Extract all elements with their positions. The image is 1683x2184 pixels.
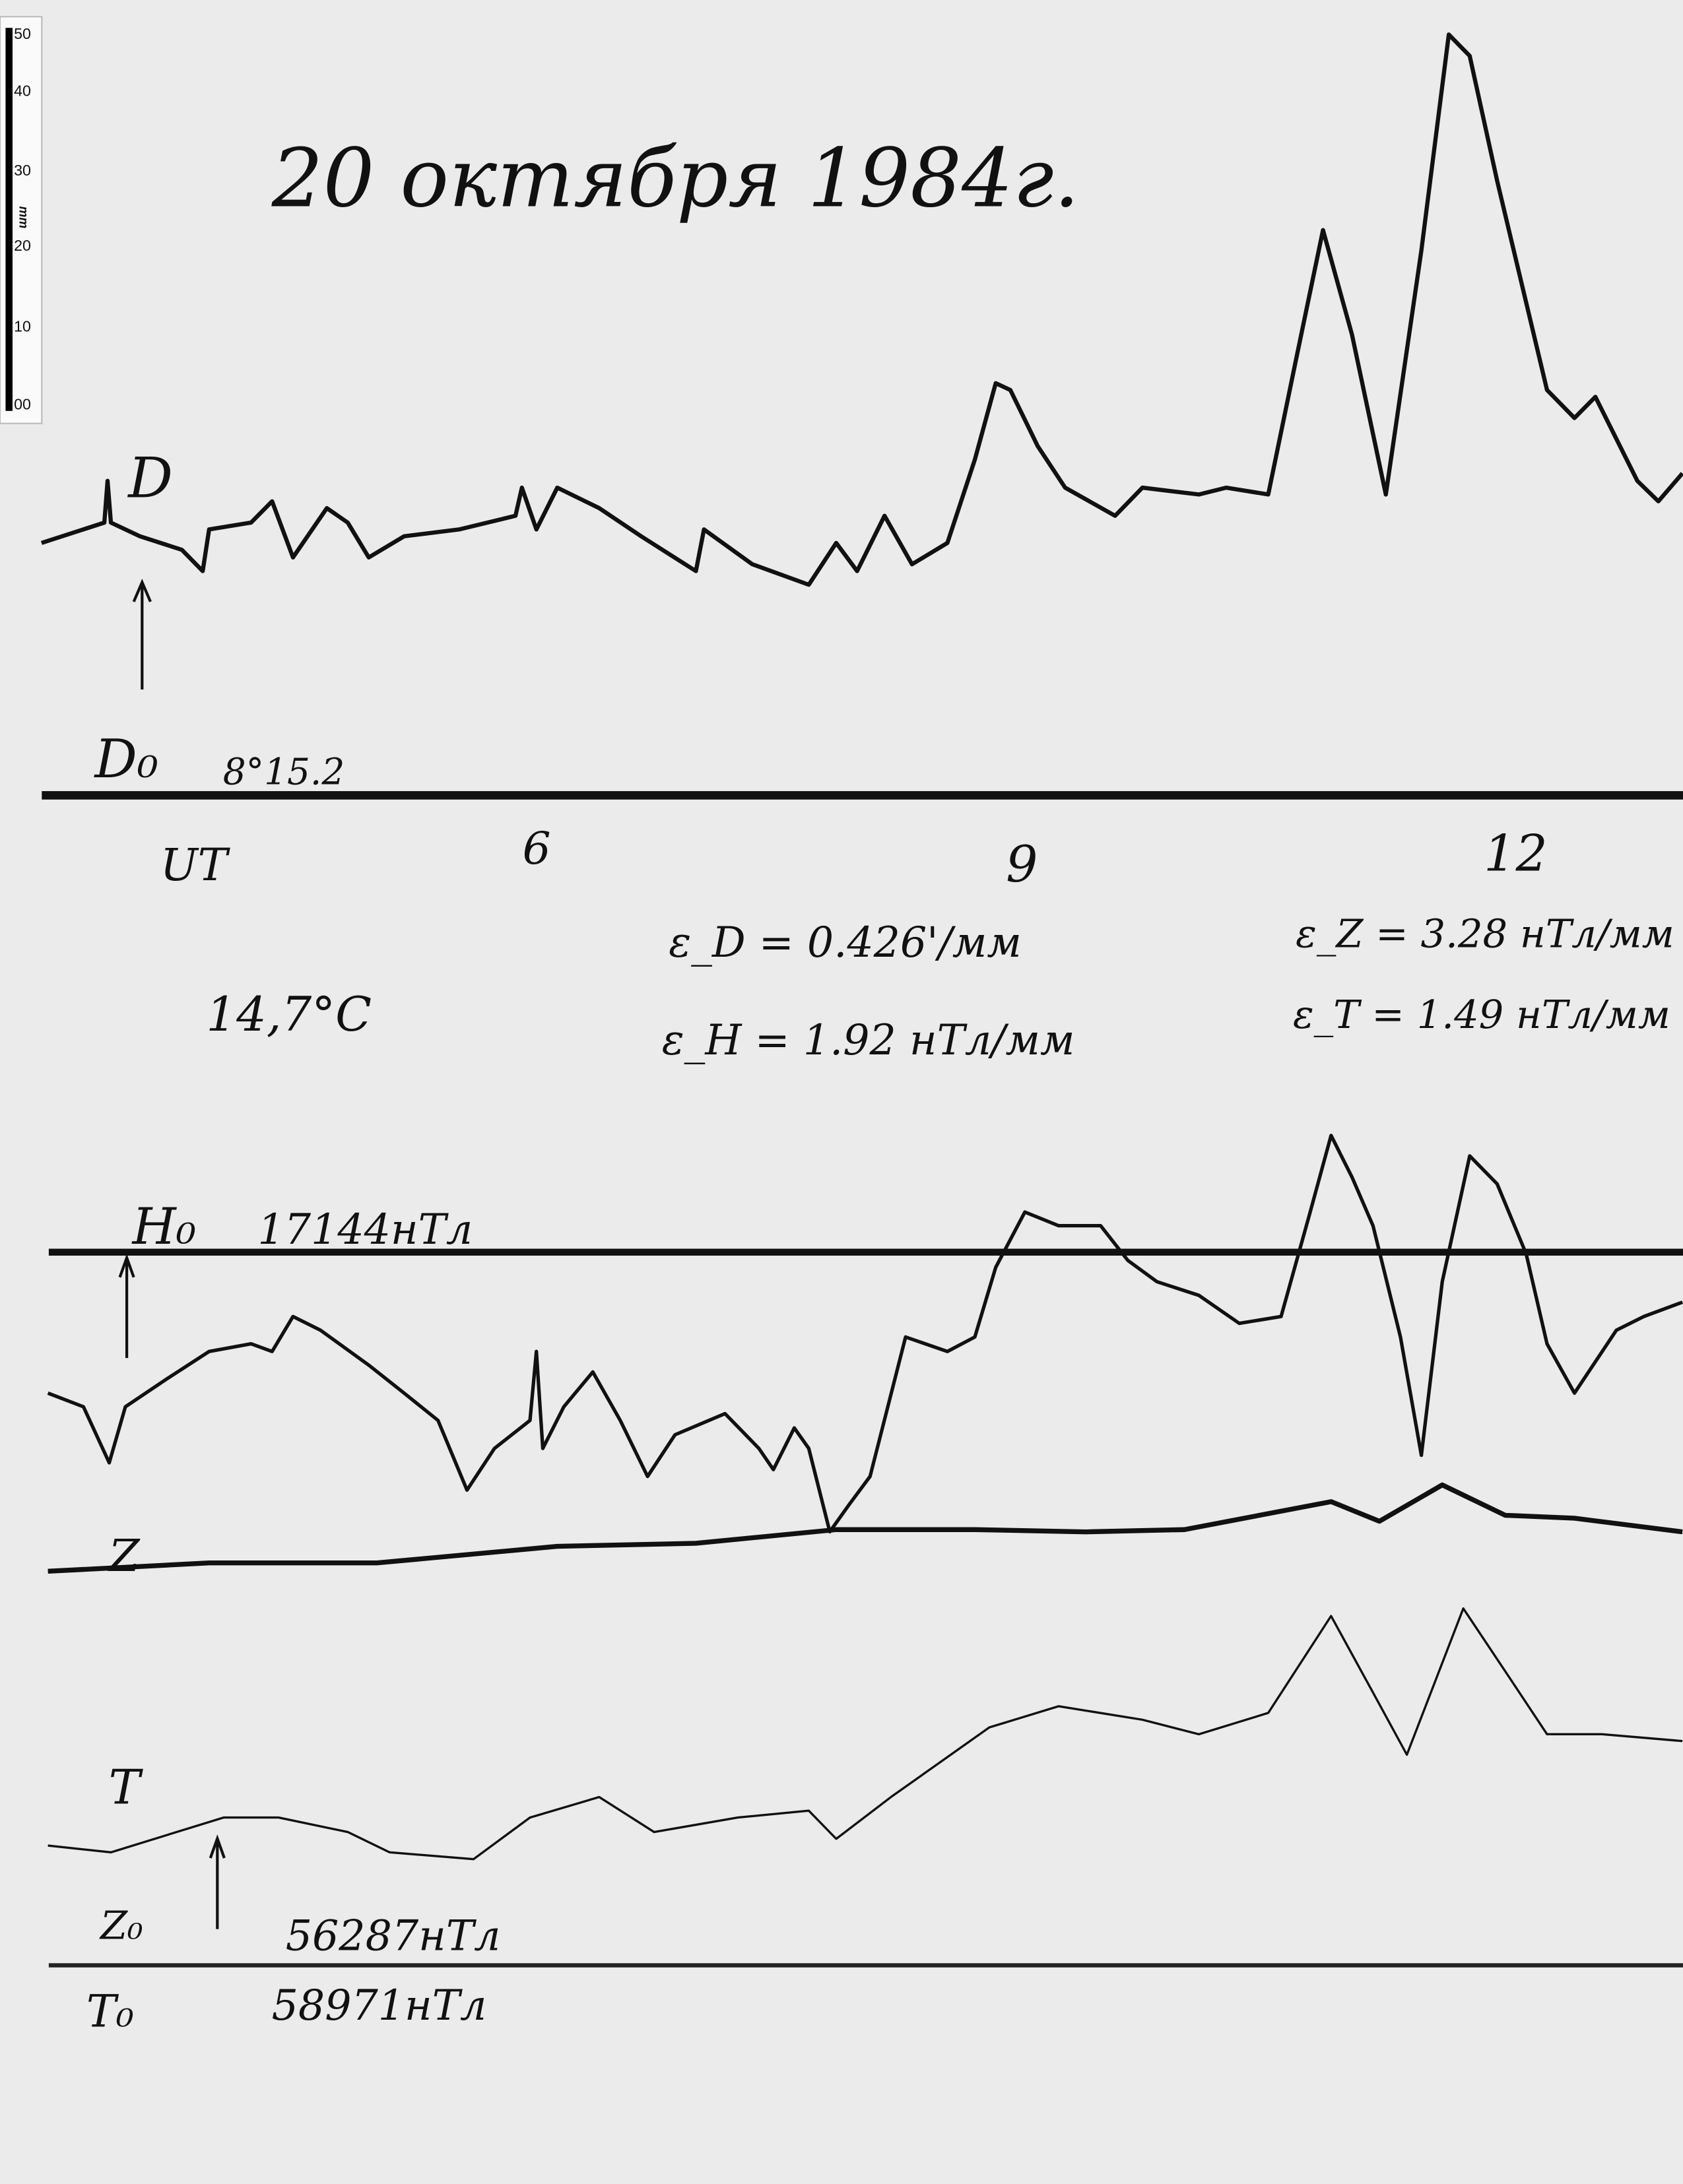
d-arrow-icon xyxy=(132,579,152,690)
scale-tick-50: 50 xyxy=(14,25,31,42)
temperature: 14,7°C xyxy=(206,986,372,1042)
scale-tick-30: 30 xyxy=(14,162,31,179)
label-d: D xyxy=(127,446,173,511)
scale-tick-10: 10 xyxy=(14,317,31,335)
scale-tick-00: 00 xyxy=(14,396,31,413)
mm-scale-bar: 50 40 30 20 10 00 mm xyxy=(0,16,43,424)
x-tick-6: 6 xyxy=(523,822,551,874)
chart-title: 20 октября 1984г. xyxy=(271,131,1080,225)
eps-d: ε_D = 0.426'/мм xyxy=(669,918,1022,967)
eps-h: ε_H = 1.92 нТл/мм xyxy=(662,1015,1075,1064)
eps-t: ε_T = 1.49 нТл/мм xyxy=(1293,992,1670,1037)
label-d0: D₀ xyxy=(94,728,158,790)
x-tick-9: 9 xyxy=(1006,835,1038,893)
traces xyxy=(40,32,1683,1861)
value-d0: 8°15.2 xyxy=(223,750,345,792)
h-arrow-icon xyxy=(118,1253,135,1359)
scale-tick-40: 40 xyxy=(14,82,31,100)
value-z0: 56287нТл xyxy=(286,1911,501,1960)
arrow-icons xyxy=(118,579,226,1929)
label-z: Z xyxy=(108,1529,141,1582)
trace-h xyxy=(47,1134,1683,1534)
label-t0: T₀ xyxy=(86,1985,134,2037)
t-arrow-icon xyxy=(209,1834,226,1929)
x-tick-12: 12 xyxy=(1484,823,1548,882)
trace-t xyxy=(48,1607,1683,1861)
label-h0: H₀ xyxy=(131,1197,197,1256)
trace-z xyxy=(48,1482,1683,1574)
label-t: T xyxy=(109,1760,144,1815)
label-z0: Z₀ xyxy=(99,1902,143,1948)
eps-z: ε_Z = 3.28 нТл/мм xyxy=(1296,911,1674,956)
scale-unit: mm xyxy=(16,206,30,228)
trace-d xyxy=(40,32,1683,587)
scale-tick-20: 20 xyxy=(14,237,31,254)
x-axis-label-ut: UT xyxy=(160,839,231,891)
value-h0: 17144нТл xyxy=(258,1205,473,1254)
value-t0: 58971нТл xyxy=(272,1981,487,2030)
